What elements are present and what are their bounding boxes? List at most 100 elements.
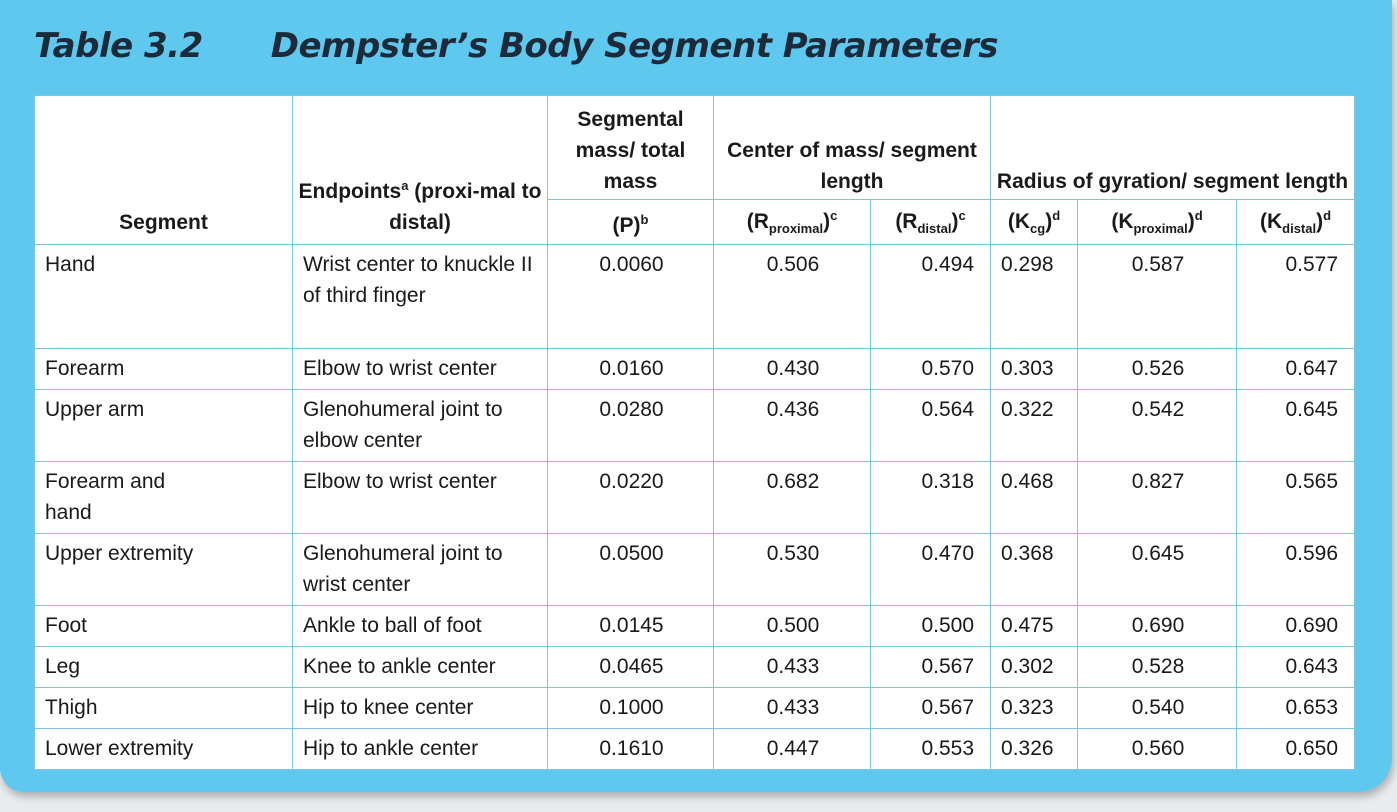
k-distal-cell: 0.596	[1236, 533, 1356, 607]
r-proximal-cell: 0.433	[713, 646, 871, 689]
header-k-proximal: (Kproximal)d	[1077, 198, 1238, 246]
k-proximal-cell: 0.560	[1077, 728, 1238, 771]
p-cell: 0.0500	[547, 533, 714, 607]
table-title: Table 3.2 Dempster’s Body Segment Paramet…	[34, 26, 999, 66]
header-endpoints-rest: (proxi-mal to distal)	[389, 180, 542, 235]
k-distal-cell: 0.690	[1236, 605, 1356, 648]
table-name: Dempster’s Body Segment Parameters	[270, 26, 999, 66]
k-proximal-cell: 0.528	[1077, 646, 1238, 689]
k-cg-cell: 0.303	[990, 348, 1079, 391]
r-distal-cell: 0.470	[869, 533, 992, 607]
r-proximal-cell: 0.430	[713, 348, 871, 391]
table-row: Thigh Hip to knee center 0.1000 0.433 0.…	[34, 687, 1356, 730]
r-proximal-cell: 0.447	[713, 728, 871, 771]
k-distal-cell: 0.577	[1236, 244, 1356, 350]
k-distal-cell: 0.643	[1236, 646, 1356, 689]
segment-cell: Foot	[34, 605, 293, 648]
p-cell: 0.0060	[547, 244, 714, 350]
k-distal-cell: 0.645	[1236, 389, 1356, 463]
r-proximal-cell: 0.682	[713, 461, 871, 535]
table-row: Upper arm Glenohumeral joint to elbow ce…	[34, 389, 1356, 463]
table-panel: Table 3.2 Dempster’s Body Segment Paramet…	[0, 0, 1392, 792]
header-segmental-mass: Segmental mass/ total mass	[547, 95, 714, 200]
segment-cell: Hand	[34, 244, 293, 350]
header-r-distal: (Rdistal)c	[869, 198, 992, 246]
p-cell: 0.0220	[547, 461, 714, 535]
endpoints-cell: Wrist center to knuckle II of third fing…	[292, 244, 548, 350]
table-number: Table 3.2	[34, 26, 203, 66]
r-proximal-cell: 0.506	[713, 244, 871, 350]
r-distal-cell: 0.318	[869, 461, 992, 535]
header-endpoints-label: Endpoints	[298, 180, 402, 204]
r-distal-cell: 0.570	[869, 348, 992, 391]
endpoints-cell: Elbow to wrist center	[292, 461, 548, 535]
k-proximal-cell: 0.526	[1077, 348, 1238, 391]
header-k-distal: (Kdistal)d	[1236, 198, 1356, 246]
header-segment: Segment	[34, 94, 293, 246]
segment-cell: Upper arm	[34, 389, 293, 463]
table-row: Leg Knee to ankle center 0.0465 0.433 0.…	[34, 646, 1356, 689]
k-proximal-cell: 0.690	[1077, 605, 1238, 648]
segment-parameters-table: Segment Endpointsa (proxi-mal to distal)…	[34, 94, 1356, 771]
p-cell: 0.1610	[547, 728, 714, 771]
segment-cell: Forearm and hand	[34, 461, 293, 535]
p-cell: 0.0280	[547, 389, 714, 463]
segment-cell: Leg	[34, 646, 293, 689]
k-distal-cell: 0.650	[1236, 728, 1356, 771]
r-proximal-cell: 0.433	[713, 687, 871, 730]
r-proximal-cell: 0.436	[713, 389, 871, 463]
table-row: Forearm Elbow to wrist center 0.0160 0.4…	[34, 348, 1356, 391]
p-cell: 0.1000	[547, 687, 714, 730]
endpoints-cell: Glenohumeral joint to wrist center	[292, 533, 548, 607]
k-cg-cell: 0.468	[990, 461, 1079, 535]
k-distal-cell: 0.653	[1236, 687, 1356, 730]
k-proximal-cell: 0.827	[1077, 461, 1238, 535]
endpoints-cell: Hip to ankle center	[292, 728, 548, 771]
segment-cell: Upper extremity	[34, 533, 293, 607]
table-row: Lower extremity Hip to ankle center 0.16…	[34, 728, 1356, 771]
segment-cell: Forearm	[34, 348, 293, 391]
header-endpoints-footnote: a	[401, 178, 409, 194]
header-endpoints: Endpointsa (proxi-mal to distal)	[292, 94, 548, 246]
r-distal-cell: 0.553	[869, 728, 992, 771]
table-row: Foot Ankle to ball of foot 0.0145 0.500 …	[34, 605, 1356, 648]
segment-cell: Lower extremity	[34, 728, 293, 771]
table-row: Upper extremity Glenohumeral joint to wr…	[34, 533, 1356, 607]
k-proximal-cell: 0.540	[1077, 687, 1238, 730]
header-radius-of-gyration: Radius of gyration/ segment length	[990, 95, 1356, 200]
p-cell: 0.0465	[547, 646, 714, 689]
r-distal-cell: 0.494	[869, 244, 992, 350]
k-proximal-cell: 0.587	[1077, 244, 1238, 350]
header-p: (P)b	[547, 198, 714, 246]
header-r-proximal: (Rproximal)c	[713, 198, 871, 246]
header-k-cg: (Kcg)d	[990, 198, 1079, 246]
k-cg-cell: 0.368	[990, 533, 1079, 607]
k-cg-cell: 0.298	[990, 244, 1079, 350]
segment-cell: Thigh	[34, 687, 293, 730]
k-proximal-cell: 0.645	[1077, 533, 1238, 607]
r-proximal-cell: 0.500	[713, 605, 871, 648]
table-row: Forearm and hand Elbow to wrist center 0…	[34, 461, 1356, 535]
endpoints-cell: Elbow to wrist center	[292, 348, 548, 391]
header-center-of-mass: Center of mass/ segment length	[712, 95, 992, 200]
endpoints-cell: Ankle to ball of foot	[292, 605, 548, 648]
r-distal-cell: 0.500	[869, 605, 992, 648]
r-distal-cell: 0.567	[869, 646, 992, 689]
endpoints-cell: Knee to ankle center	[292, 646, 548, 689]
k-cg-cell: 0.323	[990, 687, 1079, 730]
k-cg-cell: 0.302	[990, 646, 1079, 689]
k-cg-cell: 0.326	[990, 728, 1079, 771]
r-proximal-cell: 0.530	[713, 533, 871, 607]
k-cg-cell: 0.475	[990, 605, 1079, 648]
p-cell: 0.0145	[547, 605, 714, 648]
k-proximal-cell: 0.542	[1077, 389, 1238, 463]
r-distal-cell: 0.567	[869, 687, 992, 730]
k-distal-cell: 0.647	[1236, 348, 1356, 391]
endpoints-cell: Hip to knee center	[292, 687, 548, 730]
table-row: Hand Wrist center to knuckle II of third…	[34, 244, 1356, 350]
k-distal-cell: 0.565	[1236, 461, 1356, 535]
endpoints-cell: Glenohumeral joint to elbow center	[292, 389, 548, 463]
r-distal-cell: 0.564	[869, 389, 992, 463]
p-cell: 0.0160	[547, 348, 714, 391]
k-cg-cell: 0.322	[990, 389, 1079, 463]
